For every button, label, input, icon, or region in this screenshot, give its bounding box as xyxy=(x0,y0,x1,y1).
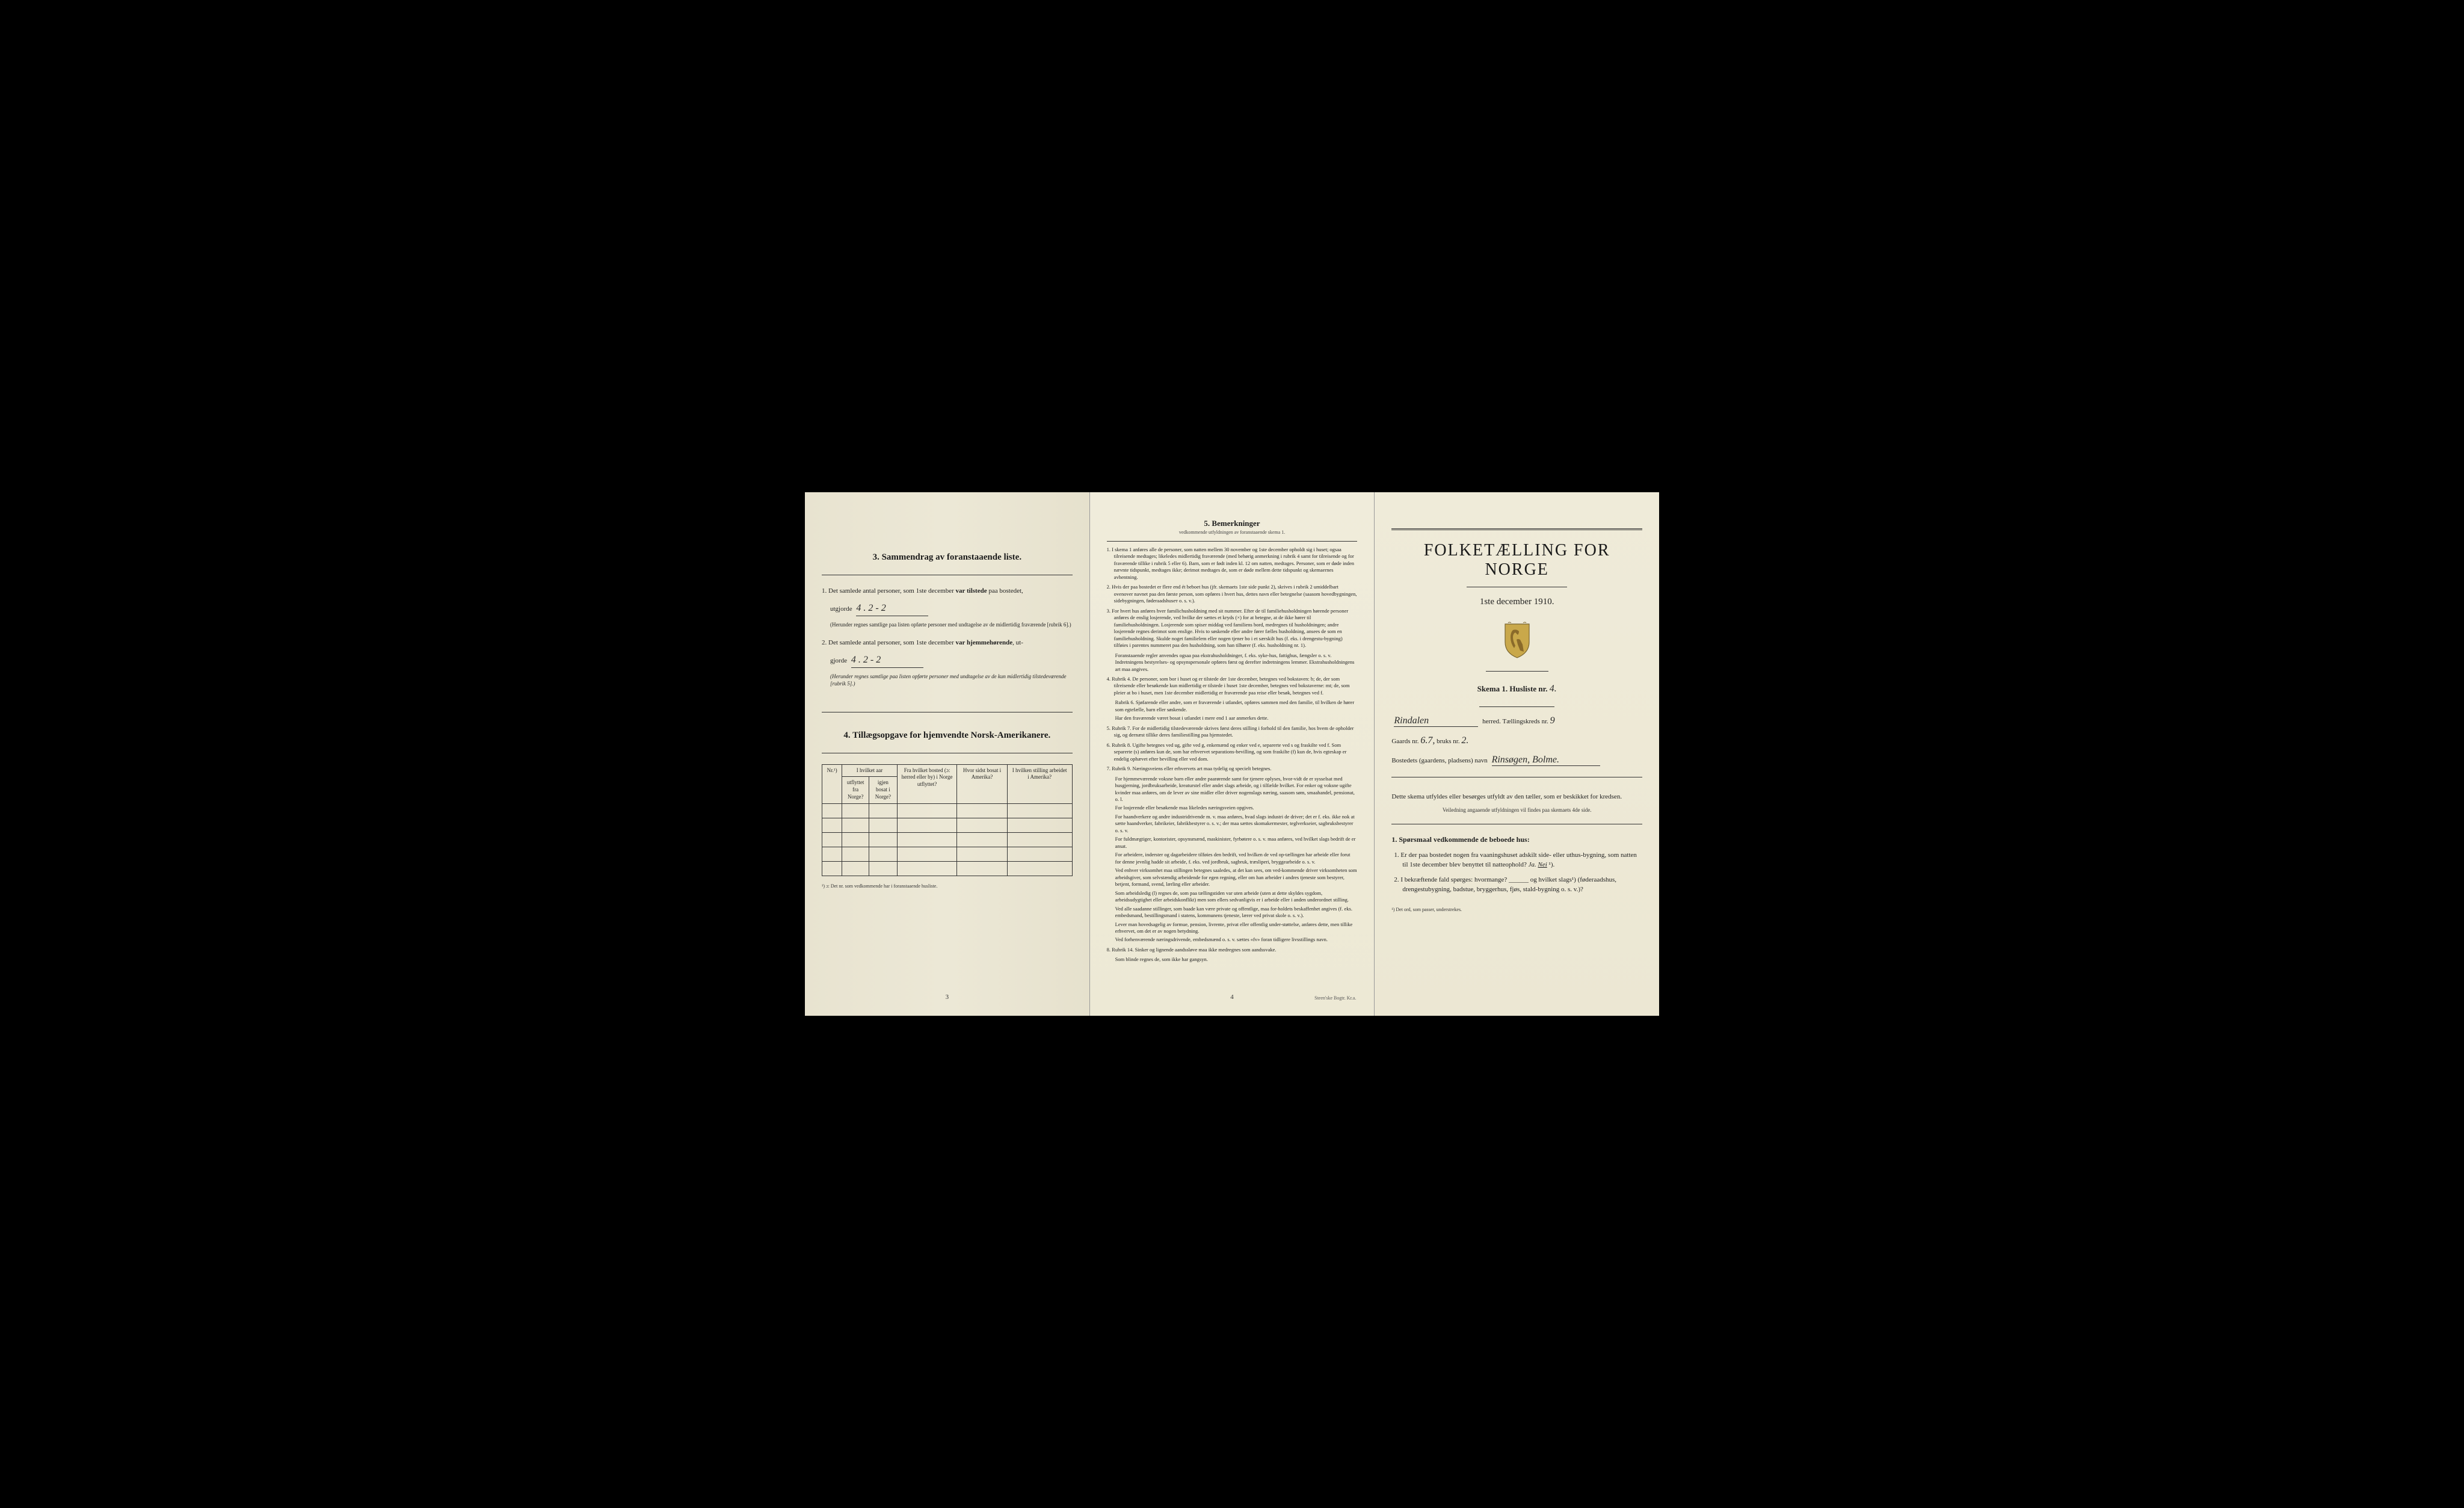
section-5-sub: vedkommende utfyldningen av foranstaaend… xyxy=(1107,530,1358,535)
remark-7i: Ved alle saadanne stillinger, som baade … xyxy=(1115,906,1358,919)
kreds-value: 9 xyxy=(1550,715,1555,726)
husliste-nr: 4. xyxy=(1550,684,1557,694)
rule xyxy=(1107,541,1358,542)
remark-7e: For fuldmægtiger, kontorister, opsynsmæn… xyxy=(1115,836,1358,850)
section-4-heading: 4. Tillægsopgave for hjemvendte Norsk-Am… xyxy=(822,731,1073,741)
page-right: FOLKETÆLLING FOR NORGE 1ste december 191… xyxy=(1375,492,1659,1016)
handwritten-count-2: 4 . 2 - 2 xyxy=(851,653,923,668)
remark-3b: Foranstaaende regler anvendes ogsaa paa … xyxy=(1115,652,1358,673)
remark-7h: Som arbeidsledig (l) regnes de, som paa … xyxy=(1115,890,1358,904)
remark-2: 2. Hvis der paa bostedet er flere end ét… xyxy=(1107,584,1358,604)
page-left: 3. Sammendrag av foranstaaende liste. 1.… xyxy=(805,492,1090,1016)
table-row xyxy=(822,861,1073,876)
bosted-value: Rinsøgen, Bolme. xyxy=(1492,755,1600,766)
census-document: 3. Sammendrag av foranstaaende liste. 1.… xyxy=(805,492,1659,1016)
printer-mark: Steen'ske Bogtr. Kr.a. xyxy=(1314,995,1356,1001)
rule-double xyxy=(1391,528,1642,530)
remark-4c: Har den fraværende været bosat i utlande… xyxy=(1115,715,1358,722)
question-1: 1. Er der paa bostedet nogen fra vaaning… xyxy=(1402,850,1642,870)
herred-row: Rindalen herred. Tællingskreds nr. 9 xyxy=(1391,715,1642,727)
col-from: Fra hvilket bosted (ɔ: herred eller by) … xyxy=(897,764,957,803)
question-2: 2. I bekræftende fald spørges: hvormange… xyxy=(1402,875,1642,895)
handwritten-count-1: 4 . 2 - 2 xyxy=(856,601,928,616)
remark-4: 4. Rubrik 4. De personer, som bor i huse… xyxy=(1107,676,1358,696)
item-2: 2. Det samlede antal personer, som 1ste … xyxy=(822,638,1073,648)
remark-7c: For losjerende eller besøkende maa likel… xyxy=(1115,805,1358,811)
item-1-note: (Herunder regnes samtlige paa listen opf… xyxy=(822,621,1073,629)
table-row xyxy=(822,832,1073,847)
rule xyxy=(1479,706,1554,707)
subtitle-date: 1ste december 1910. xyxy=(1391,597,1642,607)
table-row xyxy=(822,803,1073,818)
page-center: 5. Bemerkninger vedkommende utfyldningen… xyxy=(1090,492,1375,1016)
gaards-value: 6.7, xyxy=(1420,735,1435,746)
remark-6: 6. Rubrik 8. Ugifte betegnes ved ug, gif… xyxy=(1107,742,1358,762)
bosted-row: Bostedets (gaardens, pladsens) navn Rins… xyxy=(1391,755,1642,766)
remark-1: 1. I skema 1 anføres alle de personer, s… xyxy=(1107,546,1358,581)
remark-5: 5. Rubrik 7. For de midlertidig tilstede… xyxy=(1107,725,1358,739)
herred-value: Rindalen xyxy=(1394,715,1478,727)
bruks-value: 2. xyxy=(1461,735,1468,746)
remark-7: 7. Rubrik 9. Næringsveiens eller erhverv… xyxy=(1107,765,1358,772)
skema-line: Skema 1. Husliste nr. 4. xyxy=(1391,684,1642,694)
table-row xyxy=(822,847,1073,861)
remark-7k: Ved forhenværende næringsdrivende, embed… xyxy=(1115,936,1358,943)
item-2-note: (Herunder regnes samtlige paa listen opf… xyxy=(822,673,1073,688)
footnote-1: ¹) ɔ: Det nr. som vedkommende har i fora… xyxy=(822,883,1073,889)
coat-of-arms-icon xyxy=(1502,622,1532,659)
col-year-out: utflyttet fra Norge? xyxy=(842,777,869,803)
item-2-line2: gjorde 4 . 2 - 2 xyxy=(822,653,1073,668)
col-occupation: I hvilken stilling arbeidet i Amerika? xyxy=(1007,764,1072,803)
rule xyxy=(1486,671,1548,672)
col-year-group: I hvilket aar xyxy=(842,764,897,777)
remark-7b: For hjemmeværende voksne barn eller andr… xyxy=(1115,776,1358,803)
remark-7f: For arbeidere, inderster og dagarbeidere… xyxy=(1115,851,1358,865)
table-row xyxy=(822,818,1073,832)
footnote-3: ¹) Det ord, som passer, understrekes. xyxy=(1391,907,1642,912)
item-1: 1. Det samlede antal personer, som 1ste … xyxy=(822,586,1073,596)
remark-3: 3. For hvert hus anføres hver familichus… xyxy=(1107,608,1358,649)
col-where: Hvor sidst bosat i Amerika? xyxy=(957,764,1007,803)
remark-7d: For haandverkere og andre industridriven… xyxy=(1115,814,1358,834)
col-nr: Nr.¹) xyxy=(822,764,842,803)
intro-text: Dette skema utfyldes eller besørges utfy… xyxy=(1391,792,1642,802)
emigrant-table: Nr.¹) I hvilket aar Fra hvilket bosted (… xyxy=(822,764,1073,876)
remark-4b: Rubrik 6. Sjøfarende eller andre, som er… xyxy=(1115,699,1358,713)
remark-8: 8. Rubrik 14. Sinker og lignende aandssl… xyxy=(1107,947,1358,953)
section-5-heading: 5. Bemerkninger xyxy=(1107,519,1358,528)
remark-7j: Lever man hovedsagelig av formue, pensio… xyxy=(1115,921,1358,935)
col-year-back: igjen bosat i Norge? xyxy=(869,777,898,803)
gaards-row: Gaards nr. 6.7, bruks nr. 2. xyxy=(1391,735,1642,746)
page-number: 3 xyxy=(805,993,1089,1001)
item-1-line2: utgjorde 4 . 2 - 2 xyxy=(822,601,1073,616)
intro-sub: Veiledning angaaende utfyldningen vil fi… xyxy=(1391,807,1642,813)
question-heading: 1. Spørsmaal vedkommende de beboede hus: xyxy=(1391,835,1642,844)
remark-7g: Ved enhver virksomhet maa stillingen bet… xyxy=(1115,867,1358,888)
section-3-heading: 3. Sammendrag av foranstaaende liste. xyxy=(822,552,1073,563)
remark-8b: Som blinde regnes de, som ikke har gangs… xyxy=(1115,956,1358,963)
main-title: FOLKETÆLLING FOR NORGE xyxy=(1391,541,1642,579)
